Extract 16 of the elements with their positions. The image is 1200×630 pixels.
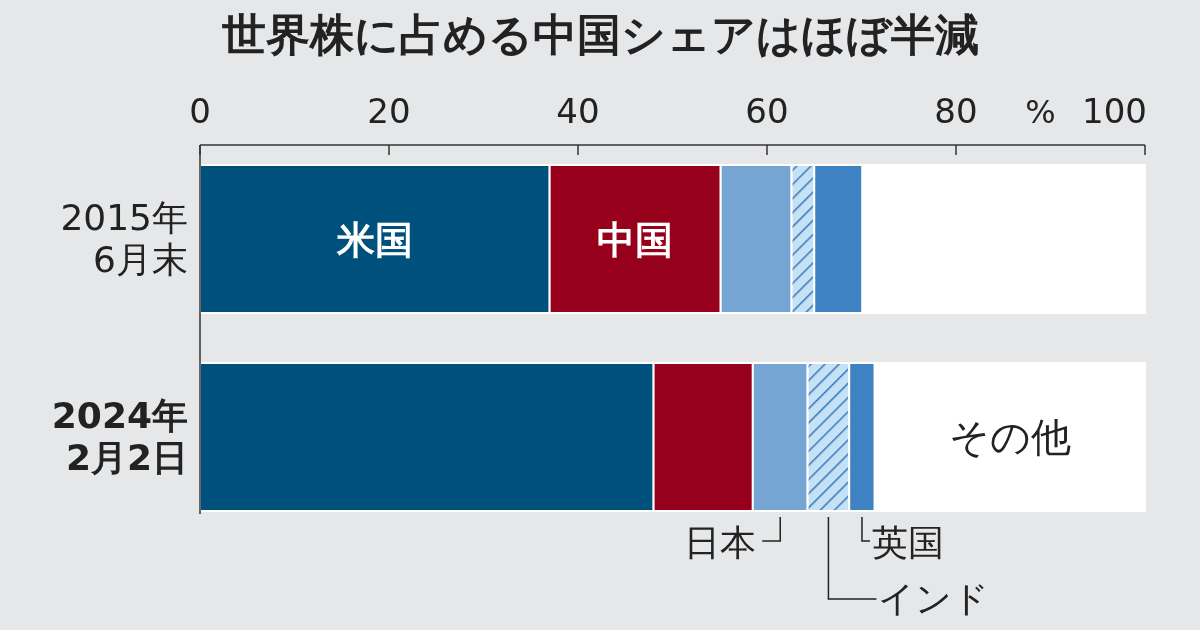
text: インド bbox=[878, 578, 990, 619]
x-axis-title: % bbox=[1025, 93, 1056, 131]
series-label: 米国 bbox=[335, 218, 413, 262]
series-label: 英国 bbox=[871, 522, 944, 563]
x-tick-label: 100 bbox=[1082, 91, 1147, 131]
series-label: 日本 bbox=[684, 522, 757, 563]
x-tick-label: 80 bbox=[934, 91, 978, 131]
chart-title: 世界株に占める中国シェアはほぼ半減 bbox=[221, 9, 979, 60]
y-tick-label: 2015年 6月末 bbox=[60, 197, 188, 280]
series-label: 中国 bbox=[597, 218, 674, 262]
x-tick-label: 40 bbox=[556, 91, 600, 131]
x-tick-label: 0 bbox=[189, 91, 211, 131]
series-label: その他 bbox=[948, 414, 1071, 460]
x-tick-label: 20 bbox=[367, 91, 411, 131]
y-tick-label: 2024年 2月2日 bbox=[51, 395, 188, 478]
x-tick-label: 60 bbox=[745, 91, 789, 131]
